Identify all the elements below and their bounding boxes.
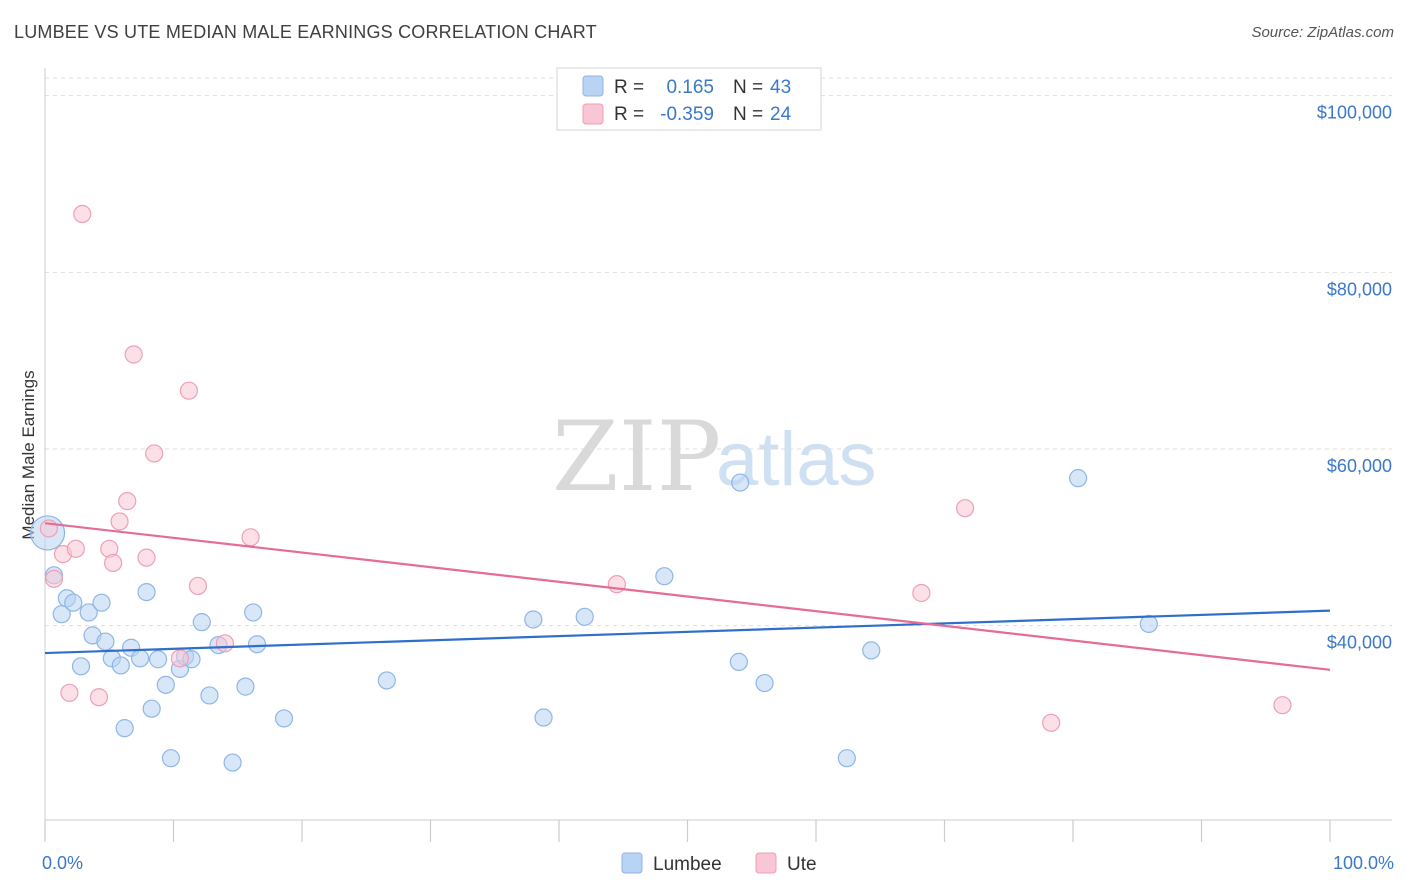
point-lumbee: [862, 641, 881, 660]
point-lumbee: [1139, 614, 1158, 634]
bottom-legend-swatch-ute: [755, 852, 777, 874]
point-lumbee: [655, 567, 674, 586]
point-lumbee: [1069, 469, 1088, 488]
point-ute: [137, 548, 156, 567]
source-label: Source: ZipAtlas.com: [1251, 24, 1394, 41]
legend-n-value-ute: 24: [770, 104, 792, 125]
axes: [44, 68, 1392, 842]
point-lumbee: [837, 749, 856, 768]
point-ute: [66, 539, 85, 558]
point-lumbee: [731, 473, 750, 492]
point-lumbee: [192, 613, 211, 632]
bottom-legend-lumbee: Lumbee: [653, 854, 722, 875]
point-lumbee: [223, 753, 242, 772]
point-lumbee: [71, 657, 91, 676]
watermark-zip: ZIP: [552, 401, 721, 513]
point-lumbee: [236, 677, 255, 696]
point-lumbee: [575, 607, 594, 626]
trend-line-lumbee: [44, 609, 1331, 655]
point-lumbee: [755, 673, 774, 693]
trend-line-ute: [44, 522, 1331, 671]
y-axis-label: Median Male Earnings: [19, 370, 38, 539]
point-ute: [44, 569, 64, 588]
legend-r-value-ute: -0.359: [660, 104, 714, 125]
legend-r-label-ute: R =: [614, 104, 644, 125]
point-ute: [1273, 696, 1292, 715]
point-ute: [60, 683, 79, 702]
point-lumbee: [148, 650, 168, 669]
legend-n-label-ute: N =: [733, 104, 763, 125]
point-ute: [145, 444, 164, 463]
point-lumbee: [111, 656, 130, 675]
point-lumbee: [161, 749, 181, 768]
point-ute: [118, 492, 137, 511]
legend-swatch-ute: [582, 103, 604, 125]
point-ute: [955, 499, 975, 518]
point-lumbee: [274, 709, 294, 728]
point-ute: [170, 649, 190, 668]
y-tick-label: $40,000: [1327, 633, 1392, 653]
point-ute: [124, 345, 143, 364]
point-ute: [179, 381, 199, 400]
point-lumbee: [130, 649, 150, 668]
point-lumbee: [247, 635, 267, 654]
x-tick-label-max: 100.0%: [1333, 853, 1394, 873]
bottom-legend-ute: Ute: [787, 854, 817, 875]
point-ute: [1042, 713, 1061, 732]
point-lumbee: [92, 593, 111, 612]
y-tick-label: $100,000: [1317, 103, 1392, 123]
point-ute: [89, 688, 109, 707]
point-ute: [73, 204, 92, 224]
legend-r-label-lumbee: R =: [614, 77, 644, 98]
bottom-legend-swatch-lumbee: [621, 852, 643, 874]
point-ute: [241, 528, 260, 547]
point-lumbee: [137, 582, 156, 602]
point-lumbee: [524, 610, 543, 629]
point-ute: [110, 512, 129, 531]
legend-r-value-lumbee: 0.165: [666, 77, 714, 98]
legend-n-value-lumbee: 43: [770, 77, 791, 98]
point-lumbee: [96, 632, 115, 651]
point-ute: [104, 553, 123, 573]
trend-lines: [44, 522, 1331, 671]
x-tick-label-min: 0.0%: [42, 853, 83, 873]
point-lumbee: [200, 686, 219, 705]
chart-title: LUMBEE VS UTE MEDIAN MALE EARNINGS CORRE…: [14, 22, 597, 42]
point-ute: [912, 583, 931, 603]
point-ute: [188, 576, 208, 596]
point-lumbee: [156, 675, 175, 694]
point-lumbee: [534, 708, 553, 727]
legend-n-label-lumbee: N =: [733, 77, 763, 98]
y-tick-label: $60,000: [1327, 456, 1392, 476]
correlation-legend: R = 0.165 N = 43 R = -0.359 N = 24: [556, 67, 822, 131]
point-lumbee: [79, 603, 98, 622]
y-tick-labels: $40,000 $60,000 $80,000 $100,000: [1317, 103, 1392, 653]
y-tick-label: $80,000: [1327, 279, 1392, 299]
point-lumbee: [64, 593, 83, 612]
point-lumbee: [729, 652, 749, 671]
point-lumbee: [244, 603, 263, 622]
point-ute: [215, 634, 234, 653]
point-lumbee: [142, 699, 161, 718]
x-tick-labels: 0.0% 100.0%: [42, 853, 1394, 873]
series-legend: Lumbee Ute: [621, 852, 817, 875]
point-lumbee: [377, 671, 396, 690]
point-lumbee: [115, 719, 134, 738]
legend-swatch-lumbee: [582, 75, 604, 97]
